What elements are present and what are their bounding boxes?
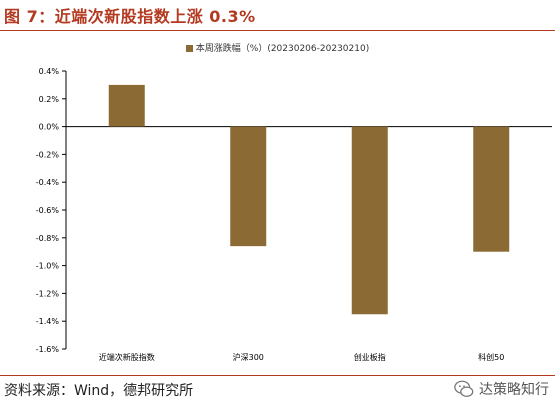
bar	[108, 84, 145, 127]
y-tick-label: -0.8%	[36, 234, 60, 243]
title-divider	[0, 30, 555, 31]
y-tick-label: -0.4%	[36, 178, 60, 187]
y-tick-label: 0.4%	[39, 67, 60, 76]
bar	[230, 126, 267, 247]
watermark-text: 达策略知行	[479, 382, 549, 398]
y-tick-label: -1.4%	[36, 317, 60, 326]
wechat-icon	[454, 380, 474, 397]
x-category-label: 近端次新股指数	[99, 352, 155, 362]
bar-chart: 0.4% 0.2% 0.0% -0.2% -0.4% -0.6% -0.8% -1.0% -1.…	[36, 67, 552, 362]
bar	[351, 126, 388, 315]
y-tick-label: 0.0%	[39, 123, 60, 132]
x-category-label: 沪深300	[233, 352, 264, 362]
bar	[473, 126, 510, 252]
x-category-label: 科创50	[478, 352, 504, 362]
y-tick-label: 0.2%	[39, 95, 60, 104]
y-tick-label: -0.6%	[36, 206, 60, 215]
x-category-label: 创业板指	[354, 352, 386, 362]
source-divider	[0, 375, 555, 376]
watermark: 达策略知行	[453, 378, 549, 400]
chart-legend: 本周涨跌幅（%）(20230206-20230210)	[0, 41, 555, 54]
y-tick-label: -0.2%	[36, 150, 60, 159]
legend-swatch	[185, 44, 193, 52]
y-tick-label: -1.2%	[36, 289, 60, 298]
y-tick-label: -1.6%	[36, 345, 60, 354]
source-note: 资料来源：Wind，德邦研究所	[4, 383, 194, 399]
y-tick-label: -1.0%	[36, 262, 60, 271]
legend-label: 本周涨跌幅（%）(20230206-20230210)	[195, 44, 370, 54]
figure-title: 图 7：近端次新股指数上涨 0.3%	[4, 7, 256, 26]
